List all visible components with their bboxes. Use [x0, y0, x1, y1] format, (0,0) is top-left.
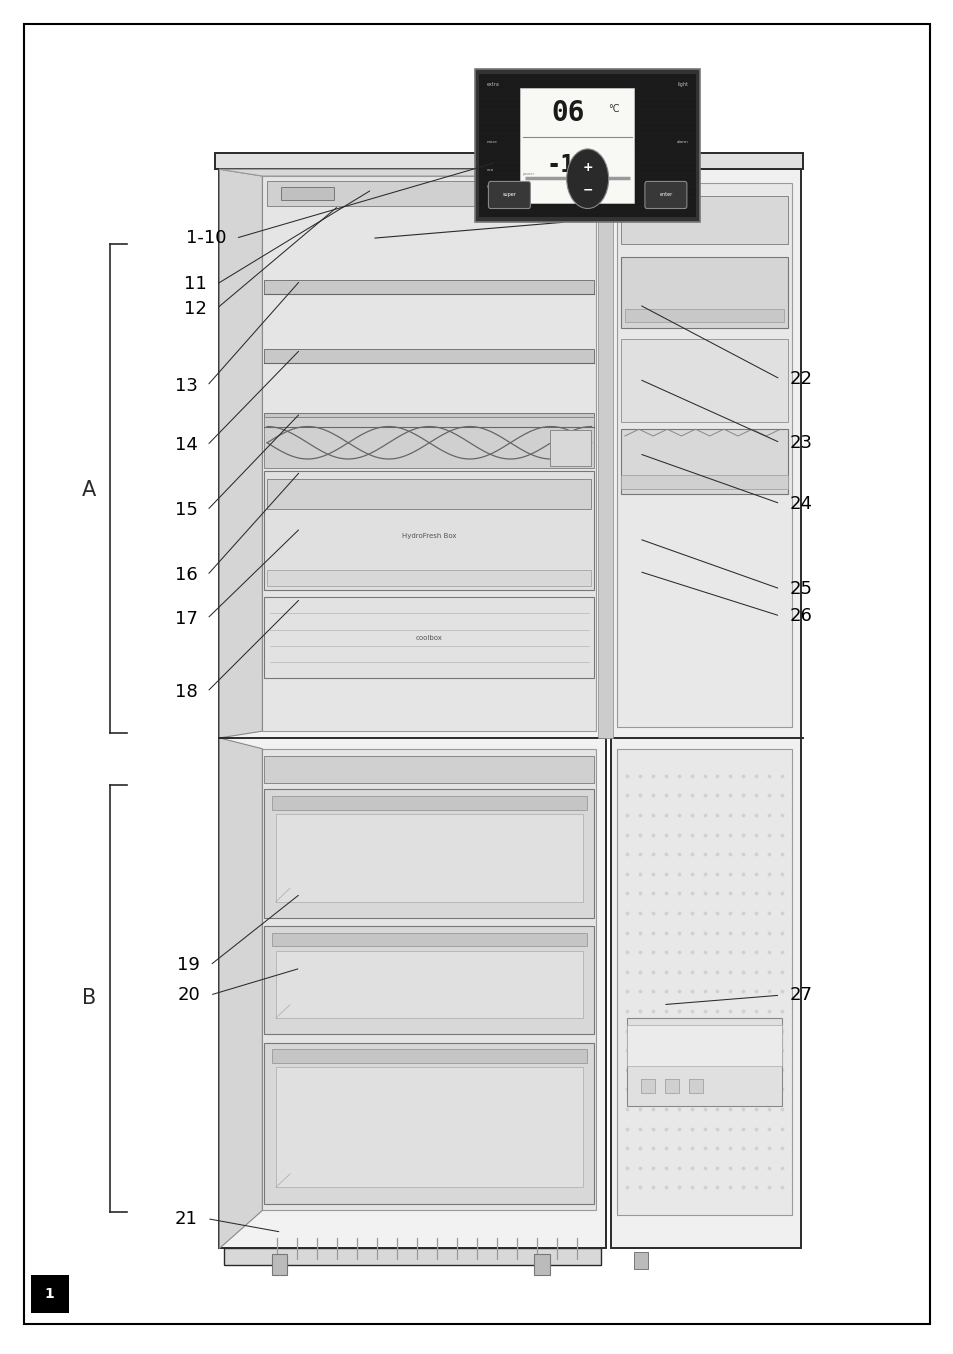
- Bar: [550, 429, 590, 466]
- Text: 23: 23: [789, 433, 812, 452]
- Bar: [620, 257, 787, 328]
- Text: 1: 1: [45, 1288, 54, 1301]
- Bar: [267, 181, 591, 206]
- Bar: [553, 184, 581, 214]
- Bar: [281, 187, 334, 200]
- Text: light: light: [677, 81, 688, 87]
- Bar: [596, 169, 615, 196]
- Text: 17: 17: [174, 609, 197, 628]
- Text: 22: 22: [789, 370, 812, 389]
- Bar: [626, 1018, 781, 1106]
- Text: eco: eco: [486, 168, 494, 172]
- Text: 27: 27: [789, 986, 812, 1005]
- Text: 19: 19: [177, 956, 200, 975]
- Bar: [264, 413, 594, 427]
- Bar: [664, 1079, 679, 1093]
- Text: B: B: [82, 988, 95, 1007]
- Bar: [267, 479, 591, 509]
- Bar: [275, 951, 582, 1018]
- Bar: [624, 309, 783, 322]
- Bar: [264, 1043, 594, 1204]
- Text: °C: °C: [607, 104, 618, 114]
- Text: 13: 13: [174, 376, 197, 395]
- Text: A: A: [82, 481, 95, 500]
- Bar: [275, 814, 582, 902]
- FancyBboxPatch shape: [488, 181, 530, 209]
- Text: 11: 11: [184, 275, 207, 294]
- Text: 14: 14: [174, 436, 197, 455]
- Polygon shape: [219, 738, 262, 1248]
- Polygon shape: [219, 169, 605, 176]
- Bar: [620, 196, 787, 244]
- Text: 18: 18: [174, 682, 197, 701]
- Bar: [30, 1275, 69, 1313]
- Bar: [267, 570, 591, 586]
- Text: coolbox: coolbox: [416, 635, 442, 640]
- Bar: [610, 169, 801, 1248]
- Bar: [264, 926, 594, 1034]
- Text: noize: noize: [486, 139, 497, 144]
- Text: 20: 20: [177, 986, 200, 1005]
- Polygon shape: [219, 169, 262, 738]
- Bar: [264, 597, 594, 678]
- Bar: [264, 349, 594, 363]
- Bar: [688, 1079, 702, 1093]
- Bar: [272, 796, 586, 810]
- Text: 26: 26: [789, 607, 812, 626]
- Text: 24: 24: [789, 494, 812, 513]
- Bar: [598, 169, 613, 738]
- Text: holiday: holiday: [486, 185, 501, 190]
- Bar: [620, 338, 787, 422]
- Text: +: +: [581, 161, 593, 175]
- Bar: [264, 756, 594, 783]
- Text: 16: 16: [174, 566, 197, 585]
- Bar: [620, 475, 787, 489]
- Bar: [262, 749, 596, 1210]
- Bar: [634, 1252, 647, 1269]
- Bar: [224, 1248, 600, 1265]
- Text: 21: 21: [174, 1209, 197, 1228]
- Bar: [626, 1025, 781, 1066]
- Text: −: −: [581, 183, 593, 196]
- Text: HydroFresh Box: HydroFresh Box: [401, 533, 456, 539]
- Text: 25: 25: [789, 580, 812, 598]
- Text: super: super: [502, 192, 516, 198]
- Circle shape: [566, 149, 608, 209]
- FancyBboxPatch shape: [644, 181, 686, 209]
- Bar: [534, 1254, 549, 1275]
- Bar: [264, 417, 594, 468]
- Text: 06: 06: [551, 99, 584, 127]
- Bar: [264, 789, 594, 918]
- Bar: [620, 429, 787, 494]
- Text: lock: lock: [598, 164, 606, 168]
- Bar: [475, 69, 700, 222]
- Polygon shape: [214, 153, 802, 169]
- Bar: [272, 933, 586, 946]
- Text: -16: -16: [546, 153, 589, 177]
- Circle shape: [598, 176, 608, 190]
- Text: 12: 12: [184, 299, 207, 318]
- Text: extra: extra: [486, 81, 498, 87]
- Bar: [262, 176, 596, 731]
- Text: power: power: [522, 172, 535, 176]
- Bar: [275, 1067, 582, 1187]
- Bar: [640, 1079, 655, 1093]
- Text: alarm: alarm: [677, 139, 688, 144]
- Bar: [272, 1254, 287, 1275]
- Bar: [219, 169, 605, 1248]
- Bar: [519, 88, 634, 203]
- Bar: [264, 280, 594, 294]
- Bar: [478, 74, 696, 217]
- Text: 15: 15: [174, 501, 197, 520]
- Text: 1-10: 1-10: [186, 229, 226, 248]
- Text: enter: enter: [659, 192, 672, 198]
- Bar: [617, 183, 791, 727]
- Bar: [264, 471, 594, 590]
- Bar: [617, 749, 791, 1215]
- Bar: [272, 1049, 586, 1063]
